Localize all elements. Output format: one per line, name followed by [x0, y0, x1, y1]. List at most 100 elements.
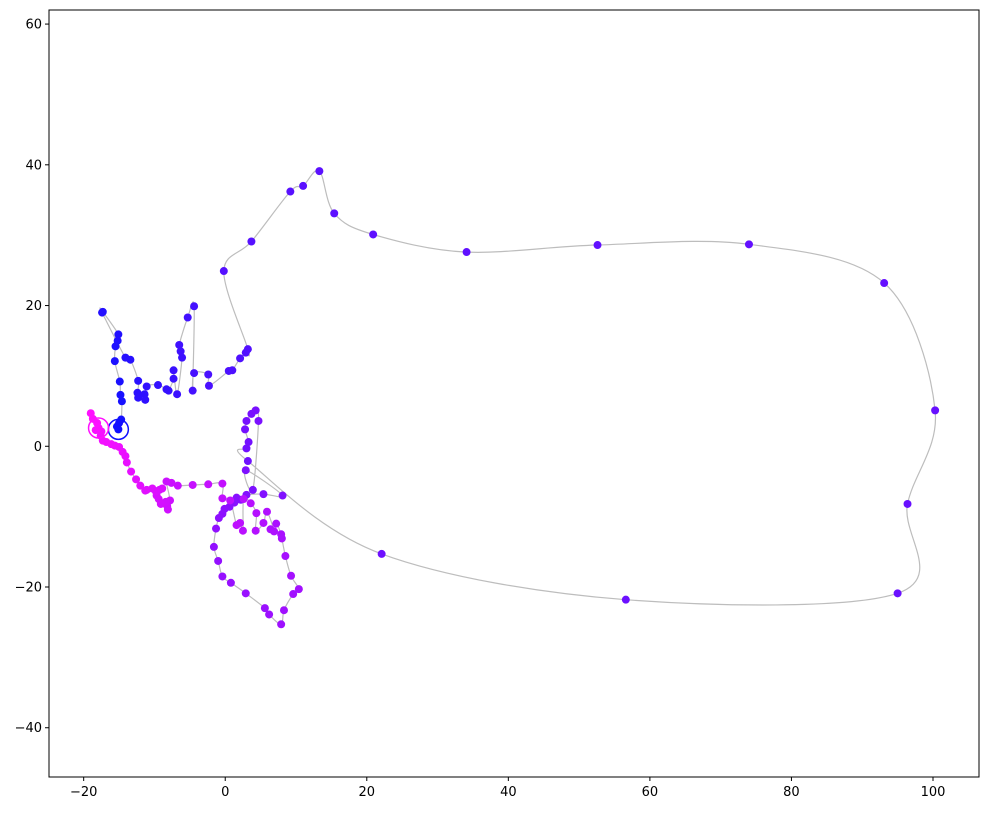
- data-point: [153, 381, 162, 390]
- data-point: [115, 377, 124, 386]
- data-point: [162, 477, 171, 486]
- data-point: [278, 491, 287, 500]
- data-point: [204, 381, 213, 390]
- x-tick-label: 0: [221, 785, 229, 800]
- data-point: [260, 604, 269, 613]
- data-point: [141, 395, 150, 404]
- data-point: [116, 390, 125, 399]
- x-tick-label: 80: [783, 785, 800, 800]
- data-point: [241, 466, 250, 475]
- data-point: [242, 444, 251, 453]
- data-point: [251, 526, 260, 535]
- data-point: [228, 366, 237, 375]
- data-point: [903, 499, 912, 508]
- plot-area-frame: [48, 9, 980, 778]
- y-tick-label: 40: [25, 158, 42, 173]
- data-point: [122, 458, 131, 467]
- y-tick-label: −40: [15, 721, 42, 736]
- x-tick-label: −20: [70, 785, 97, 800]
- y-tick-label: 20: [25, 299, 42, 314]
- data-point: [176, 347, 185, 356]
- data-point: [141, 486, 150, 495]
- data-point: [136, 481, 145, 490]
- data-point: [173, 481, 182, 490]
- y-axis: −40 −20 0 20 40 60: [15, 18, 49, 736]
- data-point: [142, 382, 151, 391]
- data-point: [204, 370, 213, 379]
- data-point: [265, 610, 274, 619]
- data-point: [209, 542, 218, 551]
- y-tick-label: −20: [15, 581, 42, 596]
- data-point: [248, 485, 257, 494]
- data-point: [593, 241, 602, 250]
- data-point: [259, 518, 268, 527]
- x-tick-label: 40: [500, 785, 517, 800]
- data-point: [243, 345, 252, 354]
- data-point: [251, 406, 260, 415]
- data-point: [218, 479, 227, 488]
- data-point: [178, 353, 187, 362]
- endpoint-markers: [87, 417, 130, 441]
- data-point: [244, 438, 253, 447]
- data-point: [239, 495, 248, 504]
- data-point: [241, 425, 250, 434]
- data-point: [183, 313, 192, 322]
- data-point: [238, 526, 247, 535]
- data-point: [134, 376, 143, 385]
- x-tick-label: 20: [359, 785, 376, 800]
- data-point: [270, 527, 279, 536]
- data-point: [246, 499, 255, 508]
- data-point: [315, 167, 324, 176]
- data-point: [204, 480, 213, 489]
- data-point: [113, 336, 122, 345]
- data-point: [236, 354, 245, 363]
- data-point: [254, 416, 263, 425]
- data-point: [114, 330, 123, 339]
- data-point: [86, 409, 95, 418]
- data-point: [262, 507, 271, 516]
- data-point: [188, 386, 197, 395]
- data-point: [127, 467, 136, 476]
- data-point: [110, 357, 119, 366]
- data-point: [218, 494, 227, 503]
- data-point: [294, 585, 303, 594]
- data-point: [931, 406, 940, 415]
- data-point: [287, 571, 296, 580]
- data-point: [259, 490, 268, 499]
- data-point: [252, 509, 261, 518]
- data-point: [272, 519, 281, 528]
- data-point: [169, 366, 178, 375]
- data-point: [163, 505, 172, 514]
- data-point: [188, 480, 197, 489]
- data-point: [369, 230, 378, 239]
- data-point: [744, 240, 753, 249]
- data-point: [226, 578, 235, 587]
- data-point: [214, 514, 223, 523]
- y-tick-label: 0: [34, 440, 42, 455]
- data-point: [893, 589, 902, 598]
- data-point: [218, 572, 227, 581]
- data-point: [243, 457, 252, 466]
- data-point: [232, 521, 241, 530]
- data-point: [98, 308, 107, 317]
- data-point: [132, 475, 141, 484]
- y-tick-label: 60: [25, 18, 42, 33]
- data-point: [880, 279, 889, 288]
- data-point: [126, 355, 135, 364]
- end-marker: [87, 417, 110, 439]
- data-point: [190, 302, 199, 311]
- data-point: [277, 530, 286, 539]
- data-point: [169, 374, 178, 383]
- data-point: [214, 556, 223, 565]
- x-tick-label: 100: [921, 785, 946, 800]
- data-point: [281, 552, 290, 561]
- data-point: [219, 267, 228, 276]
- x-tick-label: 60: [642, 785, 659, 800]
- data-point: [299, 181, 308, 190]
- data-point: [226, 496, 235, 505]
- data-point: [190, 369, 199, 378]
- data-point: [175, 340, 184, 349]
- trajectory-points: [86, 167, 940, 629]
